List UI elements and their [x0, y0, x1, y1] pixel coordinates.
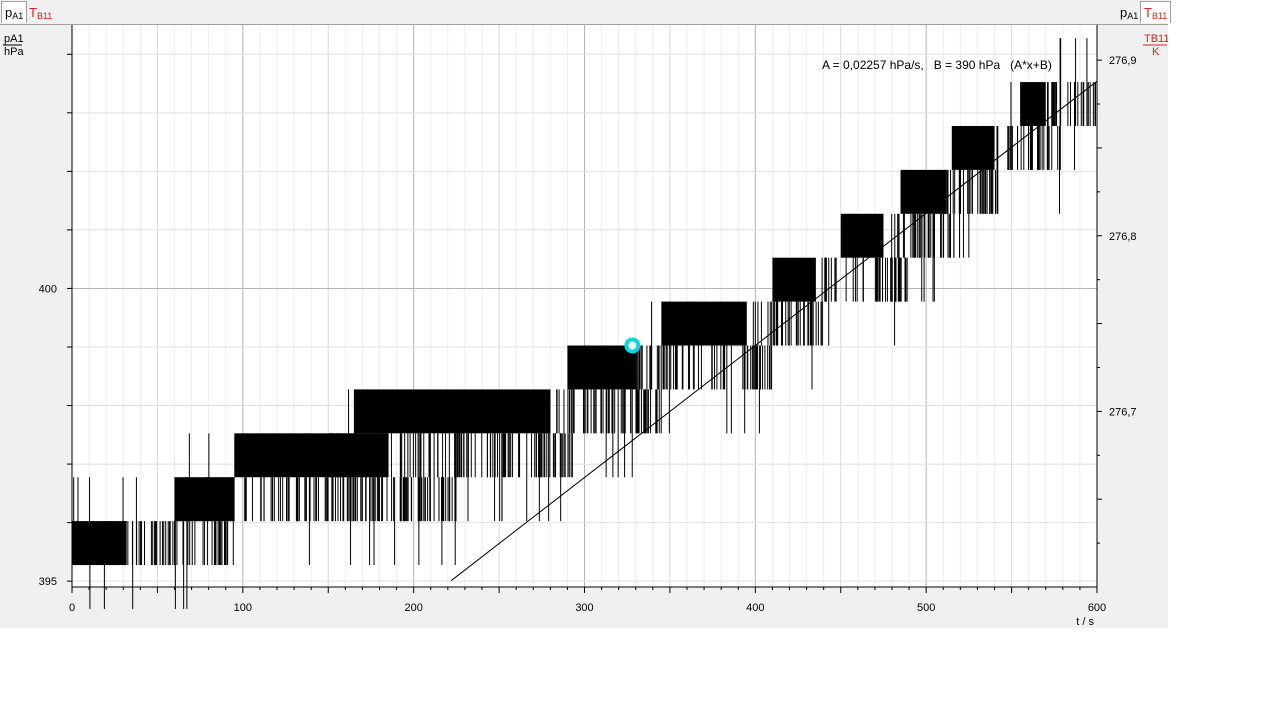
step-band	[840, 213, 884, 258]
step-band	[567, 345, 636, 390]
step-band	[900, 169, 947, 214]
tab-bar: pA1 TB11 pA1 TB11	[0, 0, 1172, 25]
step-band	[234, 433, 389, 478]
temperature-noise-spikes	[71, 38, 1097, 609]
fit-annotation: A = 0,02257 hPa/s, B = 390 hPa (A*x+B)	[822, 58, 1052, 72]
x-tick-label: 0	[69, 602, 75, 614]
tab-tb11-right[interactable]: TB11	[1140, 1, 1172, 23]
x-tick-label: 400	[746, 602, 764, 614]
step-band	[174, 477, 235, 522]
left-y-tick-label: 395	[39, 576, 57, 588]
tick-marks	[67, 53, 1102, 593]
step-band	[353, 389, 551, 434]
chart-window: pA1 TB11 pA1 TB11 0 100 200 300 400 500 600 395…	[0, 0, 1172, 628]
right-axis-quantity: TB11	[1144, 33, 1168, 45]
step-band	[951, 125, 995, 170]
x-axis-label: t / s	[1076, 616, 1094, 628]
fit-line-series	[450, 80, 1098, 581]
step-band	[772, 257, 816, 302]
x-tick-label: 600	[1088, 602, 1106, 614]
left-y-tick-label: 400	[39, 283, 57, 295]
step-band	[661, 301, 747, 346]
x-tick-label: 500	[917, 602, 935, 614]
x-tick-label: 300	[575, 602, 593, 614]
measurement-cursor[interactable]	[624, 337, 641, 354]
x-tick-label: 200	[404, 602, 422, 614]
plot-area-wrapper: 0 100 200 300 400 500 600 395 400 276,7 276,8 276,9…	[0, 25, 1169, 628]
left-axis-quantity: pA1	[4, 33, 24, 45]
right-y-tick-label: 276,9	[1109, 55, 1137, 67]
step-band	[1020, 82, 1046, 126]
tab-tb11-left[interactable]: TB11	[29, 5, 53, 21]
right-y-tick-label: 276,7	[1109, 406, 1137, 418]
fit-line	[450, 80, 1098, 581]
x-tick-label: 100	[234, 602, 252, 614]
left-axis-unit: hPa	[4, 46, 24, 58]
right-axis-unit: K	[1152, 46, 1160, 58]
tab-pa1-left[interactable]: pA1	[1, 1, 28, 23]
tab-pa1-right[interactable]: pA1	[1120, 5, 1139, 21]
chart-svg[interactable]: 0 100 200 300 400 500 600 395 400 276,7 276,8 276,9…	[0, 25, 1169, 628]
right-y-tick-label: 276,8	[1109, 231, 1137, 243]
tick-labels: 0 100 200 300 400 500 600 395 400 276,7 276,8 276,9	[39, 55, 1137, 614]
